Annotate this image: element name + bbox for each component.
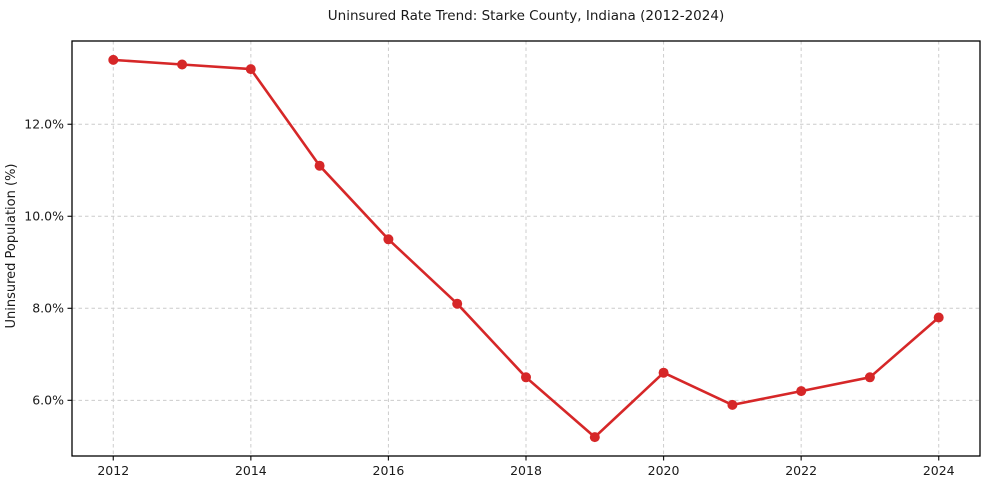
y-axis-label: Uninsured Population (%)	[4, 164, 19, 329]
data-point	[108, 54, 119, 65]
axis-layer: 2012 2014 2016 2018 2020 2022 2024 6.0% 8.0% 10.0…	[24, 117, 954, 478]
x-tick-label: 2014	[235, 463, 267, 478]
data-point	[521, 372, 531, 383]
x-tick-label: 2012	[97, 463, 129, 478]
x-tick-label: 2016	[373, 463, 405, 478]
y-tick-label: 6.0%	[32, 393, 64, 408]
y-tick-label: 10.0%	[24, 209, 64, 224]
data-point	[864, 372, 875, 383]
plot-border	[71, 40, 981, 457]
x-tick-label: 2020	[648, 463, 680, 478]
y-tick-label: 8.0%	[32, 301, 64, 316]
series-layer	[108, 54, 944, 443]
data-point	[177, 59, 188, 70]
data-point	[452, 298, 463, 309]
x-tick-label: 2022	[785, 463, 817, 478]
data-point	[658, 367, 669, 378]
data-point	[245, 64, 256, 75]
x-tick-label: 2018	[510, 463, 542, 478]
data-point	[314, 160, 325, 171]
data-point	[796, 386, 807, 397]
data-point	[933, 312, 944, 323]
chart-title: Uninsured Rate Trend: Starke County, Ind…	[328, 8, 724, 24]
data-point	[589, 432, 600, 443]
data-point	[383, 234, 394, 245]
x-tick-label: 2024	[923, 463, 955, 478]
y-tick-label: 12.0%	[24, 117, 64, 132]
data-point	[727, 399, 738, 410]
